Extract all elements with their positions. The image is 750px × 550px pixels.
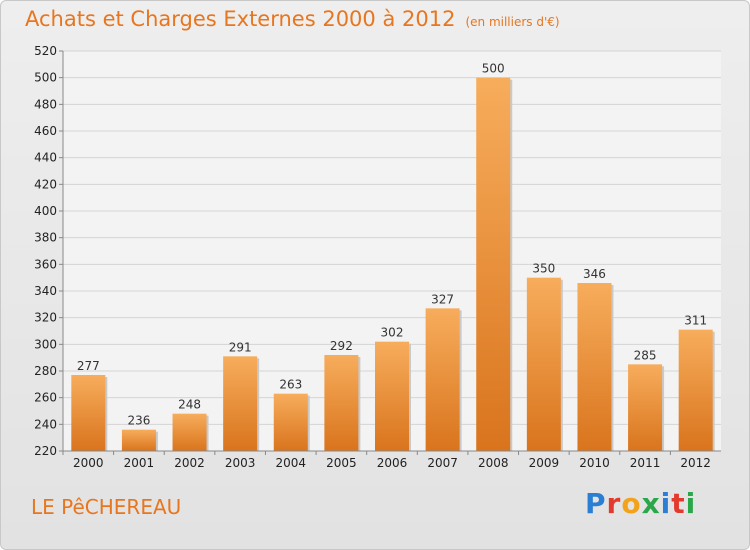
bar	[577, 283, 612, 451]
x-tick-label: 2002	[174, 456, 205, 470]
bar-value-label: 500	[482, 62, 505, 76]
bar-value-label: 327	[431, 292, 454, 306]
y-tick-label: 300	[34, 337, 57, 351]
proxiti-logo[interactable]: Proxiti	[585, 487, 696, 520]
bar	[273, 393, 308, 451]
x-tick-label: 2000	[73, 456, 104, 470]
x-tick-label: 2005	[326, 456, 357, 470]
y-tick-label: 220	[34, 444, 57, 458]
y-tick-label: 320	[34, 311, 57, 325]
bar-value-label: 248	[178, 398, 201, 412]
y-tick-label: 500	[34, 71, 57, 85]
y-tick-label: 260	[34, 391, 57, 405]
bar	[172, 413, 207, 451]
logo-letter: i	[660, 487, 672, 520]
bar-value-label: 285	[634, 348, 657, 362]
y-tick-label: 520	[34, 44, 57, 58]
y-tick-label: 280	[34, 364, 57, 378]
y-tick-label: 360	[34, 257, 57, 271]
y-tick-label: 460	[34, 124, 57, 138]
commune-name: LE PêCHEREAU	[31, 495, 182, 519]
bar	[526, 277, 561, 451]
x-tick-label: 2007	[427, 456, 458, 470]
x-tick-label: 2001	[124, 456, 155, 470]
bars: 277 236 248 291 263 292 302 327 500 350 346 285 311	[71, 62, 715, 452]
bar-value-label: 236	[127, 414, 150, 428]
x-tick-label: 2003	[225, 456, 256, 470]
logo-letter: t	[671, 487, 686, 520]
bar	[375, 341, 409, 451]
bar-value-label: 346	[583, 267, 606, 281]
logo-letter: o	[621, 487, 642, 520]
x-tick-label: 2011	[630, 456, 661, 470]
x-tick-label: 2012	[680, 456, 711, 470]
x-tick-label: 2004	[275, 456, 306, 470]
logo-letter: i	[685, 487, 697, 520]
bar-value-label: 311	[684, 314, 707, 328]
bar	[678, 329, 713, 451]
bar	[324, 355, 359, 451]
bar	[476, 77, 511, 452]
unit-label: (en milliers d'€)	[465, 15, 560, 29]
y-tick-label: 480	[34, 97, 57, 111]
bar-value-label: 302	[381, 326, 404, 340]
bar	[71, 375, 106, 451]
bar-value-label: 263	[279, 378, 302, 392]
logo-letter: r	[606, 487, 622, 520]
y-tick-label: 240	[34, 417, 57, 431]
bar	[223, 356, 258, 451]
axes: 220 240 260 280 300 320 340 360 380 400 420 440 460 4…	[34, 44, 721, 470]
bar	[425, 308, 460, 451]
bar-value-label: 292	[330, 339, 353, 353]
y-tick-label: 400	[34, 204, 57, 218]
y-tick-label: 380	[34, 231, 57, 245]
y-tick-label: 340	[34, 284, 57, 298]
y-tick-label: 420	[34, 177, 57, 191]
bar	[628, 364, 663, 451]
logo-letter: P	[585, 487, 607, 520]
x-tick-label: 2010	[579, 456, 610, 470]
bar	[121, 429, 156, 451]
chart-title: Achats et Charges Externes 2000 à 2012 (e…	[25, 7, 560, 31]
x-tick-label: 2009	[529, 456, 560, 470]
bar-value-label: 291	[229, 340, 252, 354]
logo-letter: x	[641, 487, 661, 520]
x-tick-label: 2006	[377, 456, 408, 470]
title-text: Achats et Charges Externes 2000 à 2012	[25, 7, 456, 31]
bar-value-label: 277	[77, 359, 100, 373]
x-tick-label: 2008	[478, 456, 509, 470]
bar-value-label: 350	[532, 262, 555, 276]
y-tick-label: 440	[34, 151, 57, 165]
